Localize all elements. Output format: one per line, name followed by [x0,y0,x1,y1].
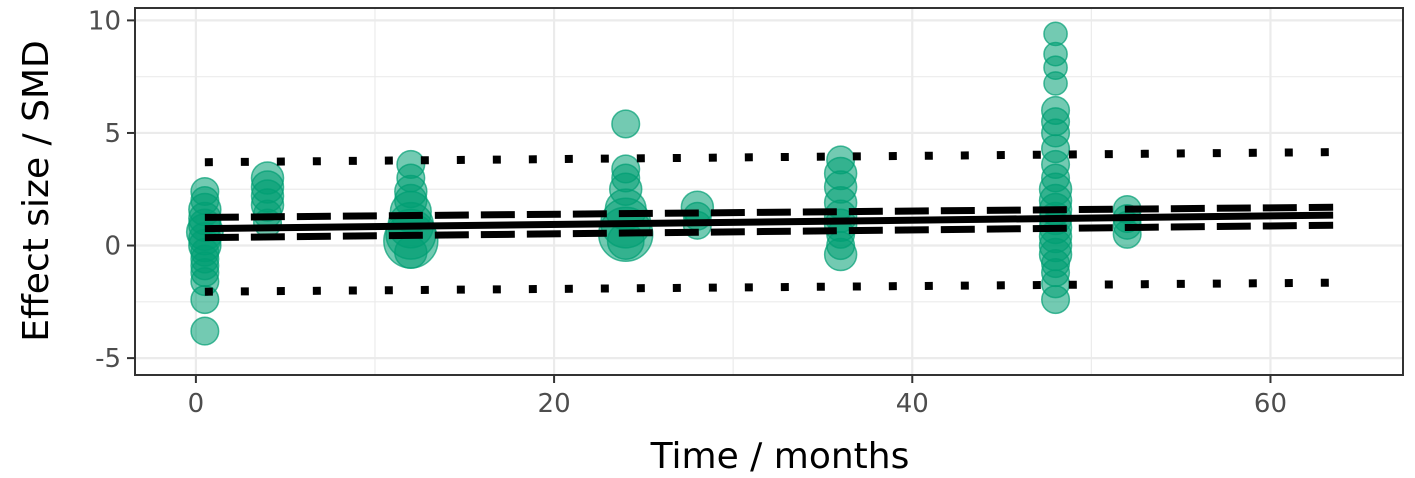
y-tick-label: 10 [88,6,121,36]
data-point [394,235,428,270]
data-point [611,109,641,139]
x-tick-label: 0 [188,389,205,419]
data-points [185,21,1142,346]
x-tick-label: 20 [538,389,571,419]
data-point [190,316,220,346]
y-tick-label: 5 [104,119,121,149]
fit-line-dotted [204,148,1334,167]
x-tick-label: 60 [1254,389,1287,419]
data-point [823,237,858,272]
axes: 0 20 40 60 -5 0 5 10 [88,6,1287,419]
x-axis-title: Time / months [650,436,910,477]
y-tick-label: -5 [95,344,121,374]
fit-lines [204,148,1334,296]
y-axis-title: Effect size / SMD [16,40,57,342]
data-point [1043,71,1068,96]
x-tick-label: 40 [896,389,929,419]
fit-line-dotted [204,278,1334,296]
y-tick-label: 0 [104,232,121,262]
fit-line-dashed [204,203,1334,221]
grid [135,8,1403,375]
fit-line-dashed [204,221,1334,242]
panel-border [134,7,1404,376]
fit-line-solid [204,211,1334,233]
data-point [1041,285,1071,315]
data-point [606,222,645,260]
